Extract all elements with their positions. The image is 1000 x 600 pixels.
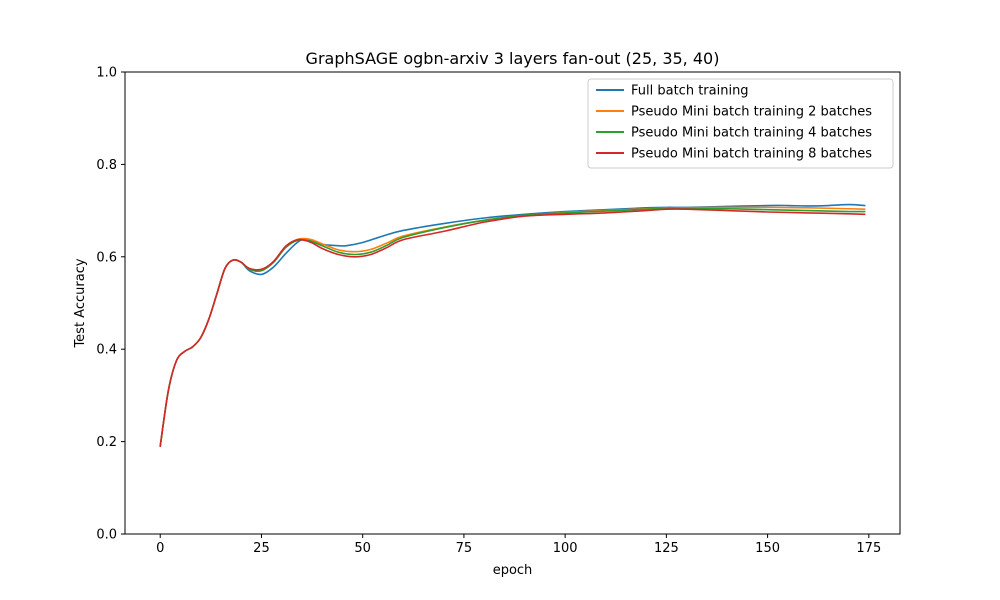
x-tick-label: 125 — [654, 541, 679, 556]
legend: Full batch training Pseudo Mini batch tra… — [587, 78, 894, 169]
legend-label: Pseudo Mini batch training 2 batches — [631, 105, 872, 120]
y-tick-label: 1.0 — [96, 66, 117, 81]
x-tick-label: 75 — [456, 541, 473, 556]
y-axis-label: Test Accuracy — [73, 258, 88, 348]
series-line-2 — [159, 206, 866, 448]
legend-box — [587, 78, 894, 169]
y-tick-label: 0.8 — [96, 158, 117, 173]
x-axis-label: epoch — [493, 563, 533, 578]
legend-label: Full batch training — [631, 84, 749, 99]
axes-frame — [124, 71, 901, 535]
chart-title: GraphSAGE ogbn-arxiv 3 layers fan-out (2… — [306, 49, 720, 68]
y-axis: 0.0 0.2 0.4 0.6 0.8 1.0 — [96, 66, 125, 543]
x-tick-label: 50 — [354, 541, 371, 556]
y-tick-label: 0.4 — [96, 343, 117, 358]
legend-label: Pseudo Mini batch training 8 batches — [631, 147, 872, 162]
x-tick-label: 0 — [156, 541, 164, 556]
y-tick-label: 0.6 — [96, 250, 117, 265]
x-tick-label: 150 — [755, 541, 780, 556]
legend-label: Pseudo Mini batch training 4 batches — [631, 126, 872, 141]
x-axis: 0 25 50 75 100 125 150 175 — [156, 534, 881, 556]
y-tick-label: 0.0 — [96, 528, 117, 543]
x-tick-label: 25 — [253, 541, 270, 556]
y-tick-label: 0.2 — [96, 435, 117, 450]
series-line-3 — [159, 207, 866, 448]
series-line-1 — [159, 203, 866, 448]
x-tick-label: 100 — [553, 541, 578, 556]
series-line-4 — [159, 208, 866, 448]
plot-area — [159, 203, 866, 448]
x-tick-label: 175 — [856, 541, 881, 556]
